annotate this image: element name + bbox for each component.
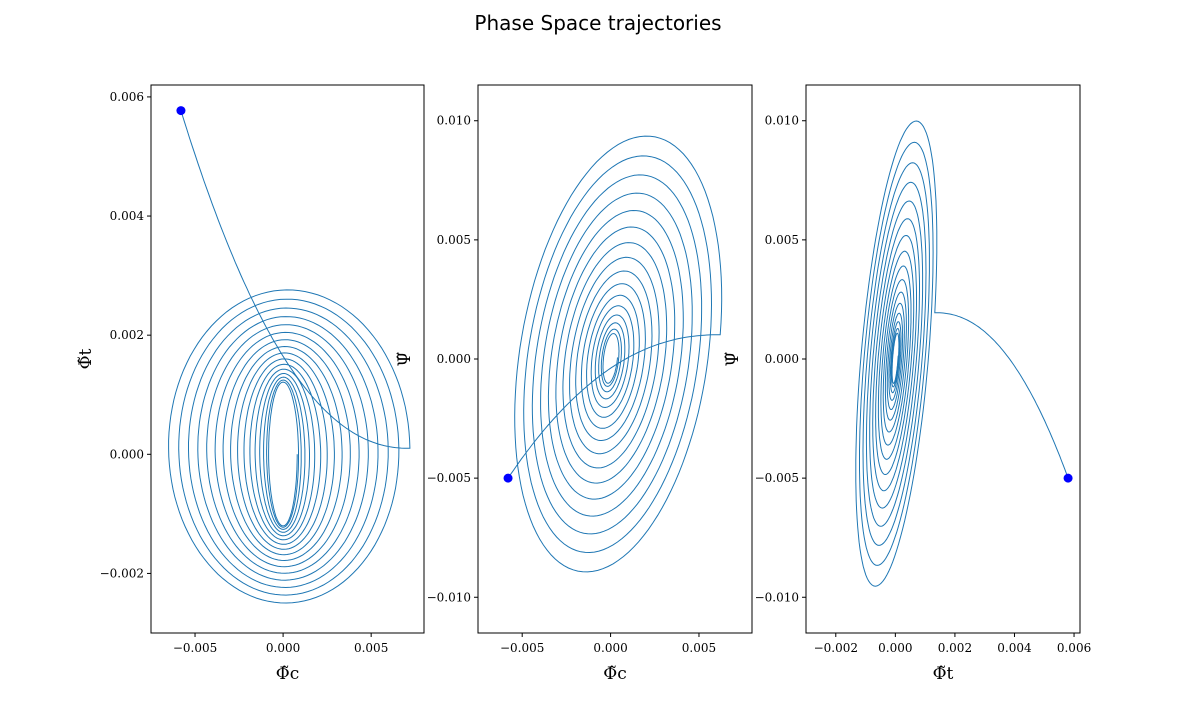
start-point-marker bbox=[503, 473, 513, 483]
y-axis-label: Ψ̃ bbox=[723, 351, 743, 366]
y-tick-label: 0.000 bbox=[110, 447, 144, 461]
x-axis-label: Φ̃t bbox=[933, 664, 954, 684]
x-tick-label: 0.002 bbox=[938, 641, 972, 655]
y-tick-label: −0.005 bbox=[755, 471, 799, 485]
x-axis-label: Φ̃c bbox=[276, 664, 299, 684]
start-point-marker bbox=[176, 106, 186, 116]
trajectory-line bbox=[507, 135, 723, 573]
x-tick-label: 0.000 bbox=[593, 641, 627, 655]
y-tick-label: −0.002 bbox=[100, 566, 144, 580]
x-tick-label: −0.002 bbox=[814, 641, 858, 655]
axes-frame bbox=[150, 84, 425, 634]
x-tick-label: 0.000 bbox=[878, 641, 912, 655]
phase-plot-phit-psi: −0.002 0.000 0.002 0.004 0.006 −0.010 −0.005 0.… bbox=[723, 84, 1091, 684]
y-tick-label: −0.010 bbox=[427, 590, 471, 604]
axes-frame bbox=[477, 84, 753, 634]
y-tick-label: 0.010 bbox=[437, 114, 471, 128]
x-tick-label: 0.000 bbox=[266, 641, 300, 655]
axes-frame bbox=[805, 84, 1081, 634]
x-tick-label: 0.004 bbox=[997, 641, 1032, 655]
x-tick-label: 0.006 bbox=[1057, 641, 1091, 655]
y-tick-label: 0.000 bbox=[437, 352, 471, 366]
x-axis-label: Φ̃c bbox=[603, 664, 626, 684]
x-tick-label: 0.005 bbox=[682, 641, 716, 655]
figure-title: Phase Space trajectories bbox=[474, 11, 721, 35]
x-tick-label: −0.005 bbox=[173, 641, 217, 655]
y-tick-label: 0.006 bbox=[110, 90, 144, 104]
y-tick-label: 0.005 bbox=[437, 233, 471, 247]
trajectory-line bbox=[855, 120, 1069, 587]
y-tick-label: −0.010 bbox=[755, 590, 799, 604]
y-tick-label: 0.004 bbox=[110, 209, 145, 223]
x-tick-label: −0.005 bbox=[500, 641, 544, 655]
y-tick-label: −0.005 bbox=[427, 471, 471, 485]
y-axis-label: Ψ̃ bbox=[395, 351, 415, 366]
phase-plot-phic-psi: −0.005 0.000 0.005 −0.010 −0.005 0.000 0.005 0.… bbox=[395, 84, 753, 684]
y-tick-label: 0.010 bbox=[765, 114, 799, 128]
y-tick-label: 0.005 bbox=[765, 233, 799, 247]
y-tick-label: 0.000 bbox=[765, 352, 799, 366]
phase-plot-phic-phit: −0.005 0.000 0.005 −0.002 0.000 0.002 0.004 0.0… bbox=[76, 84, 425, 684]
start-point-marker bbox=[1063, 473, 1073, 483]
x-tick-label: 0.005 bbox=[354, 641, 388, 655]
y-axis-label: Φ̃t bbox=[76, 348, 96, 369]
y-tick-label: 0.002 bbox=[110, 328, 144, 342]
trajectory-line bbox=[168, 110, 411, 604]
